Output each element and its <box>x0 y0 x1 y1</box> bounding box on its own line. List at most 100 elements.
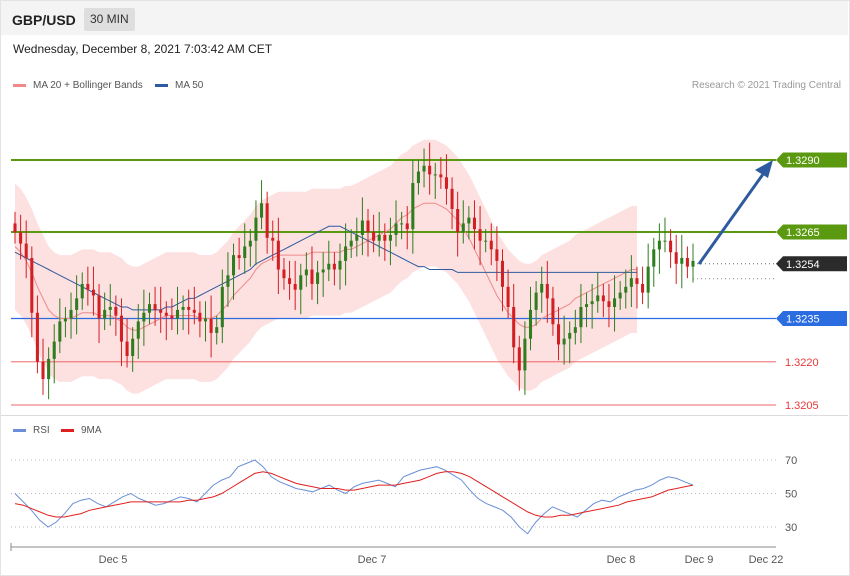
candle-body <box>585 304 589 307</box>
candle-body <box>288 278 292 284</box>
candle-body <box>394 223 398 235</box>
candle-body <box>618 292 622 299</box>
candle-body <box>75 298 79 310</box>
rsi-line <box>14 459 694 535</box>
candle-body <box>159 309 163 313</box>
candle-body <box>551 298 555 325</box>
candle-body <box>517 347 521 371</box>
candle-body <box>170 315 174 319</box>
candle-body <box>103 309 107 319</box>
candle-body <box>422 165 426 172</box>
candle-body <box>360 220 364 235</box>
candle-body <box>254 217 258 241</box>
ma50-line <box>14 225 637 311</box>
x-tick-label: Dec 22 <box>749 554 784 566</box>
candle-body <box>136 321 140 339</box>
candle-body <box>276 240 280 270</box>
candle-body <box>181 307 185 310</box>
candle-body <box>131 338 135 356</box>
bollinger-band <box>15 139 637 394</box>
candle-body <box>58 321 62 342</box>
candle-body <box>147 304 152 313</box>
legend-label-ma50: MA 50 <box>175 80 204 91</box>
candle-body <box>534 292 538 310</box>
rsi-tick-label: 50 <box>785 489 797 501</box>
level-label: 1.3235 <box>786 314 820 326</box>
candle-body <box>226 275 230 287</box>
candle-body <box>293 283 297 290</box>
candle-body <box>568 332 572 339</box>
candle-body <box>209 318 213 333</box>
candle-body <box>47 358 51 380</box>
legend-label-rsi: RSI <box>33 425 50 436</box>
legend-ma50: MA 50 <box>155 80 203 91</box>
candle-body <box>97 295 101 319</box>
candle-body <box>472 217 476 230</box>
timestamp: Wednesday, December 8, 2021 7:03:42 AM C… <box>13 42 273 56</box>
legend-swatch-rsi-ma <box>61 429 74 432</box>
candle-body <box>52 341 56 359</box>
candle-body <box>528 309 533 339</box>
candle-body <box>203 318 208 322</box>
candle-body <box>383 234 387 241</box>
target-arrow <box>697 169 768 265</box>
candle-body <box>220 286 224 328</box>
legend-swatch-rsi <box>13 429 26 432</box>
candle-body <box>108 307 112 310</box>
legend-label-rsi-ma: 9MA <box>81 425 102 436</box>
candle-body <box>142 312 146 322</box>
candle-body <box>674 252 678 264</box>
candle-body <box>344 246 348 261</box>
candle-body <box>63 318 67 322</box>
candle-body <box>80 283 84 299</box>
candle-body <box>187 307 191 310</box>
candle-body <box>450 188 454 209</box>
rsi-tick-label: 30 <box>785 522 797 534</box>
candle-body <box>500 260 505 287</box>
level-label: 1.3205 <box>785 400 819 412</box>
candle-body <box>69 309 73 319</box>
candle-body <box>540 283 544 293</box>
candle-body <box>377 234 381 241</box>
candle-body <box>13 223 17 233</box>
candle-body <box>41 361 45 380</box>
candle-body <box>512 307 516 348</box>
candle-body <box>119 315 123 342</box>
candle-body <box>624 286 628 293</box>
candle-body <box>372 232 376 241</box>
candle-body <box>260 203 264 218</box>
candle-body <box>198 312 202 322</box>
candle-body <box>327 263 331 270</box>
candle-body <box>349 240 353 247</box>
candle-body <box>243 246 247 258</box>
candle-body <box>461 223 465 233</box>
candle-body <box>271 237 275 241</box>
candle-body <box>24 243 28 258</box>
candle-body <box>114 307 118 316</box>
candle-body <box>282 269 286 279</box>
candle-body <box>489 240 493 250</box>
candle-body <box>332 263 336 270</box>
candle-body <box>175 309 180 319</box>
candle-body <box>456 209 460 233</box>
candle-body <box>467 217 471 224</box>
candle-body <box>652 249 656 267</box>
level-tag <box>776 152 847 168</box>
candle-body <box>680 258 684 264</box>
candle-body <box>304 269 308 276</box>
candle-body <box>192 309 196 313</box>
candle-body <box>366 220 370 233</box>
candle-body <box>444 177 448 189</box>
x-tick-label: Dec 8 <box>607 554 636 566</box>
candle-body <box>641 283 645 293</box>
candle-body <box>338 260 342 270</box>
candle-body <box>35 312 39 362</box>
candle-body <box>299 275 303 290</box>
timeframe-button[interactable]: 30 MIN <box>84 8 135 31</box>
candle-body <box>232 255 236 276</box>
candle-body <box>316 272 320 284</box>
x-tick-label: Dec 7 <box>358 554 387 566</box>
candle-body <box>428 165 432 175</box>
ma20-line <box>14 202 637 331</box>
candle-body <box>495 249 499 261</box>
